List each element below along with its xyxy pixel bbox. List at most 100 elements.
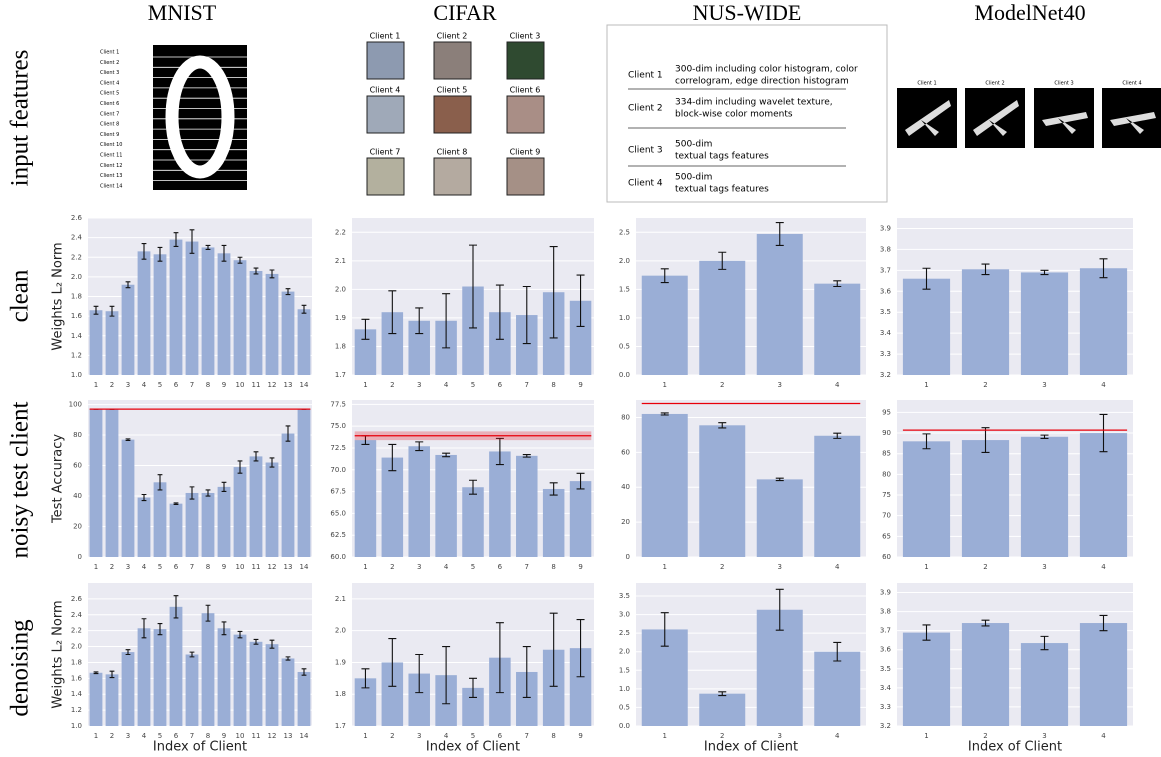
- error-bar: [718, 422, 727, 429]
- bar: [542, 488, 565, 557]
- x-tick-label: 6: [174, 381, 179, 389]
- error-bar: [833, 432, 842, 439]
- bar: [89, 672, 103, 726]
- bar: [354, 678, 377, 726]
- y-tick-label: 1.9: [335, 658, 346, 666]
- x-tick-label: 6: [174, 732, 179, 740]
- y-tick-label: 0.0: [619, 371, 630, 379]
- client-description: 300-dim including color histogram, color: [675, 65, 858, 75]
- x-tick-label: 8: [206, 563, 210, 571]
- error-bar: [981, 619, 990, 627]
- x-tick-label: 10: [236, 381, 245, 389]
- bar: [699, 693, 746, 726]
- error-bar: [269, 639, 275, 649]
- nus-table-box: [606, 24, 888, 203]
- error-bar: [922, 267, 931, 290]
- error-bar: [1040, 434, 1049, 439]
- error-bar: [285, 656, 291, 661]
- error-bar: [718, 251, 727, 270]
- error-bar: [301, 668, 307, 676]
- error-bar: [415, 441, 424, 452]
- x-tick-label: 14: [300, 732, 309, 740]
- bar: [902, 632, 951, 726]
- y-tick-label: 0.5: [619, 342, 630, 350]
- y-tick-label: 2.6: [71, 595, 83, 603]
- x-tick-label: 4: [835, 563, 840, 571]
- error-bar: [442, 293, 451, 349]
- error-bar: [253, 267, 259, 275]
- y-tick-label: 1.4: [71, 690, 83, 698]
- error-bar: [775, 477, 784, 482]
- error-bar: [660, 612, 669, 647]
- error-bar: [775, 222, 784, 246]
- error-bar: [93, 671, 99, 675]
- x-axis-label: Index of Client: [426, 740, 520, 755]
- y-tick-label: 0: [626, 553, 630, 561]
- error-bar: [1099, 258, 1108, 279]
- error-bar: [576, 618, 585, 678]
- y-tick-label: 67.5: [330, 488, 346, 496]
- x-tick-label: 4: [1101, 732, 1106, 740]
- y-tick-label: 2.1: [335, 595, 346, 603]
- x-axis-label: Index of Client: [153, 740, 247, 755]
- bar: [408, 320, 430, 375]
- x-tick-label: 2: [110, 563, 114, 571]
- y-tick-label: 3.3: [880, 703, 891, 711]
- y-tick-label: 2.0: [619, 648, 630, 656]
- x-tick-label: 10: [236, 732, 245, 740]
- bar: [435, 454, 457, 557]
- client-label: Client 7: [370, 148, 401, 157]
- y-tick-label: 100: [69, 401, 82, 409]
- x-tick-label: 5: [471, 381, 475, 389]
- x-tick-label: 1: [94, 381, 98, 389]
- client-label: Client 5: [100, 91, 119, 97]
- x-tick-label: 1: [924, 732, 928, 740]
- x-tick-label: 3: [417, 732, 421, 740]
- bar: [185, 241, 199, 375]
- x-tick-label: 10: [236, 563, 245, 571]
- y-tick-label: 3.7: [880, 266, 891, 274]
- client-label: Client 9: [100, 132, 119, 138]
- y-tick-label: 1.0: [619, 314, 630, 322]
- client-image: [366, 95, 405, 134]
- y-tick-label: 2.4: [71, 234, 83, 242]
- client-label: Client 11: [100, 153, 122, 159]
- x-tick-label: 14: [300, 563, 309, 571]
- client-image: [506, 157, 545, 196]
- bar: [105, 674, 119, 726]
- bar: [153, 629, 167, 726]
- x-tick-label: 1: [924, 381, 928, 389]
- row-label: input features: [7, 50, 34, 187]
- y-tick-label: 20: [621, 518, 630, 526]
- airplane: [1110, 112, 1156, 134]
- client-description: correlogram, edge direction histogram: [675, 77, 849, 87]
- error-bar: [442, 452, 451, 458]
- y-tick-label: 65.0: [330, 509, 346, 517]
- error-bar: [237, 630, 243, 639]
- x-tick-label: 11: [252, 381, 261, 389]
- y-tick-label: 1.0: [619, 685, 630, 693]
- client-image: [366, 157, 405, 196]
- bar: [462, 687, 484, 726]
- x-tick-label: 5: [158, 381, 162, 389]
- x-tick-label: 7: [190, 563, 194, 571]
- x-tick-label: 9: [222, 563, 226, 571]
- y-tick-label: 3.0: [619, 611, 630, 619]
- error-bar: [269, 269, 275, 279]
- y-tick-label: 75.0: [330, 422, 346, 430]
- y-tick-label: 3.2: [880, 722, 891, 730]
- error-bar: [221, 621, 227, 636]
- bar: [265, 273, 279, 375]
- error-bar: [253, 638, 259, 645]
- bar: [961, 440, 1010, 557]
- error-bar: [495, 622, 504, 694]
- bar: [756, 233, 803, 375]
- x-tick-label: 2: [983, 381, 987, 389]
- client-image: [433, 41, 472, 80]
- bar: [542, 649, 565, 726]
- error-bar: [125, 438, 131, 441]
- y-tick-label: 20: [73, 523, 82, 531]
- error-bar: [253, 451, 259, 462]
- error-bar: [981, 263, 990, 276]
- x-tick-label: 5: [471, 732, 475, 740]
